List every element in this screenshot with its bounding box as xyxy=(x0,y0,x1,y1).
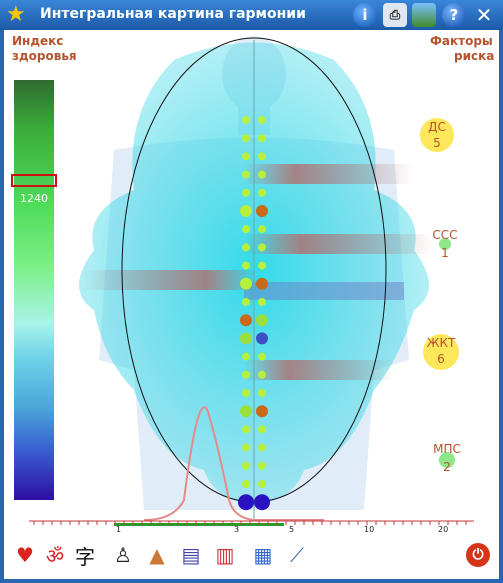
distribution-curve xyxy=(143,406,324,521)
chakra-dot xyxy=(242,352,250,361)
chakra-dot xyxy=(240,405,252,418)
risk-bubble xyxy=(439,452,455,468)
risk-factor-3[interactable]: ЖКТ 6 xyxy=(418,334,464,370)
risk-name: МПС xyxy=(433,442,461,456)
chakra-dot xyxy=(242,188,250,197)
risk-value: 6 xyxy=(437,352,445,366)
chakra-dot xyxy=(258,116,266,124)
disharmony-bands xyxy=(83,164,434,380)
line-chart-icon[interactable]: ⟋ xyxy=(290,543,304,567)
star-icon: ★ xyxy=(6,2,26,27)
chakra-dot xyxy=(256,332,268,345)
risk-name: ЖКТ xyxy=(426,336,456,350)
chakra-dot xyxy=(242,443,250,452)
chakra-dot xyxy=(258,261,266,270)
chakra-dot xyxy=(242,170,250,179)
window-title: Интегральная картина гармонии xyxy=(40,6,306,22)
chakra-dot xyxy=(258,425,266,434)
chakra-dot xyxy=(258,152,266,161)
risk-factor-1[interactable]: ДС 5 xyxy=(414,118,460,152)
chakra-dot xyxy=(258,188,266,197)
chakra-dot xyxy=(240,205,252,217)
chakra-dot xyxy=(242,370,250,379)
chakra-dot xyxy=(258,134,266,143)
chakra-dot xyxy=(242,243,250,252)
bottom-toolbar: ♥ ॐ 字 ♙ ▲ ▤ ▥ ▦ ⟋ xyxy=(4,542,499,576)
chakra-dot xyxy=(258,170,266,179)
chakra-dot xyxy=(258,352,266,361)
chakra-dot xyxy=(258,443,266,452)
risk-factor-2[interactable]: ССС 1 xyxy=(422,228,468,260)
axis-tick-5: 5 xyxy=(289,525,295,534)
risk-value: 2 xyxy=(443,460,451,474)
chakra-dot xyxy=(242,261,250,270)
scale-marker[interactable] xyxy=(11,174,57,187)
harmony-figure xyxy=(29,36,474,526)
chakra-dot xyxy=(242,225,250,234)
chakra-dot xyxy=(258,225,266,234)
people-group-icon[interactable]: ▲ xyxy=(149,543,165,567)
risk-factors-label: Факторы xyxy=(430,34,493,48)
chakra-dot xyxy=(256,277,268,290)
chakra-dot xyxy=(258,461,266,470)
axis-tick-20: 20 xyxy=(438,525,449,534)
om-icon[interactable]: ॐ xyxy=(45,543,65,568)
info-button[interactable]: i xyxy=(353,3,377,27)
chakra-dot xyxy=(258,389,266,397)
chakra-dot xyxy=(240,314,252,327)
close-button[interactable]: ✕ xyxy=(475,3,493,27)
risk-name: ДС xyxy=(428,120,446,134)
health-index-label-2: здоровья xyxy=(12,49,77,63)
chakra-dot xyxy=(238,494,254,511)
print-button[interactable]: ⎙ xyxy=(383,3,407,27)
axis-tick-10: 10 xyxy=(364,525,375,534)
heart-pulse-icon[interactable]: ♥ xyxy=(16,543,34,567)
chakra-dot xyxy=(242,298,250,306)
axis-tick-3: 3 xyxy=(234,525,240,534)
scale-value: 1240 xyxy=(20,192,48,205)
power-button[interactable]: ⏻ xyxy=(466,543,490,567)
chakra-dot xyxy=(258,243,266,252)
chakra-dot xyxy=(242,480,250,488)
chakra-dot xyxy=(258,370,266,379)
chakra-dot xyxy=(240,277,252,290)
person-icon[interactable]: ♙ xyxy=(114,543,132,567)
chakra-points xyxy=(238,116,270,511)
health-index-label: Индекс xyxy=(12,34,64,48)
split-chart-icon[interactable]: ▦ xyxy=(253,543,273,567)
chakra-dot xyxy=(256,405,268,418)
chakra-dot xyxy=(254,494,270,511)
risk-factors-label-2: риска xyxy=(454,49,495,63)
chakra-dot xyxy=(256,205,268,217)
chakra-dot xyxy=(242,389,250,397)
chakra-dot xyxy=(256,314,268,327)
chakra-dot xyxy=(258,298,266,306)
chakra-dot xyxy=(242,134,250,143)
hieroglyph-icon[interactable]: 字 xyxy=(75,544,95,569)
title-bar: ★ Интегральная картина гармонии i ⎙ ? ✕ xyxy=(0,0,503,30)
chakra-dot xyxy=(242,461,250,470)
balance-chart-icon[interactable]: ▥ xyxy=(215,543,235,567)
chakra-dot xyxy=(242,116,250,124)
save-image-button[interactable] xyxy=(412,3,436,27)
chakra-dot xyxy=(242,152,250,161)
chakra-dot xyxy=(240,332,252,345)
bottom-axis xyxy=(29,520,474,526)
chakra-dot xyxy=(242,425,250,434)
risk-factor-4[interactable]: МПС 2 xyxy=(424,442,470,474)
bars-chart-icon[interactable]: ▤ xyxy=(181,543,201,567)
risk-bubble xyxy=(439,238,451,250)
risk-name: ССС xyxy=(432,228,458,242)
content-area: Индекс здоровья Факторы риска 1240 ДС 5 СС… xyxy=(4,30,499,579)
risk-value: 5 xyxy=(433,136,441,150)
axis-tick-1: 1 xyxy=(116,525,122,534)
risk-bubble xyxy=(420,118,454,152)
health-scale xyxy=(14,80,54,500)
chakra-dot xyxy=(258,480,266,488)
help-button[interactable]: ? xyxy=(442,3,466,27)
risk-bubble xyxy=(423,334,459,370)
risk-value: 1 xyxy=(441,246,449,260)
